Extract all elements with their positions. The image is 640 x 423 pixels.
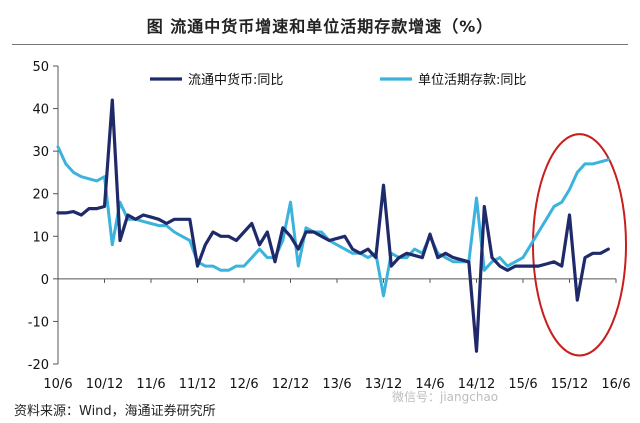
x-tick-label: 11/12 [179, 377, 216, 392]
x-tick-label: 13/6 [322, 377, 351, 392]
x-tick-label: 14/6 [415, 377, 444, 392]
legend-label: 流通中货币:同比 [188, 72, 283, 88]
x-tick-label: 15/12 [551, 377, 588, 392]
figure-title: 图 流通中货币增速和单位活期存款增速（%） [146, 17, 494, 36]
legend-label: 单位活期存款:同比 [418, 73, 526, 88]
x-tick-label: 12/6 [229, 377, 258, 392]
x-tick-label: 10/12 [86, 377, 123, 392]
highlight-ellipse [532, 133, 627, 357]
legend-item-m0: 流通中货币:同比 [150, 72, 283, 88]
x-tick-label: 15/6 [508, 377, 537, 392]
x-tick-label: 12/12 [272, 377, 309, 392]
x-tick-label: 13/12 [365, 377, 402, 392]
watermark: 微信号：jiangchao [392, 390, 499, 404]
x-tick-label: 10/6 [43, 377, 72, 392]
legend-item-demand-deposits: 单位活期存款:同比 [380, 73, 526, 88]
y-tick-label: -10 [28, 315, 49, 330]
x-tick-label: 16/6 [601, 377, 630, 392]
y-tick-label: 40 [32, 103, 49, 118]
highlight-ellipse-layer [532, 133, 627, 357]
series-lines [56, 98, 610, 353]
title-divider [12, 44, 628, 45]
y-tick-label: 10 [32, 230, 49, 245]
y-tick-label: 20 [32, 188, 49, 203]
y-tick-label: 50 [32, 60, 49, 75]
x-tick-label: 14/12 [458, 377, 495, 392]
legend: 流通中货币:同比 单位活期存款:同比 [150, 72, 526, 88]
axes: -20 -10 0 10 20 30 40 50 10/6 10/12 11/6 11/12 12/6 1… [28, 60, 631, 392]
series-line-demand-deposits [56, 145, 610, 298]
source-note: 资料来源：Wind，海通证券研究所 [14, 404, 216, 419]
y-tick-label: -20 [28, 358, 49, 373]
x-tick-label: 11/6 [136, 377, 165, 392]
y-tick-label: 0 [41, 273, 49, 288]
y-tick-label: 30 [32, 145, 49, 160]
series-line-m0 [56, 98, 610, 353]
